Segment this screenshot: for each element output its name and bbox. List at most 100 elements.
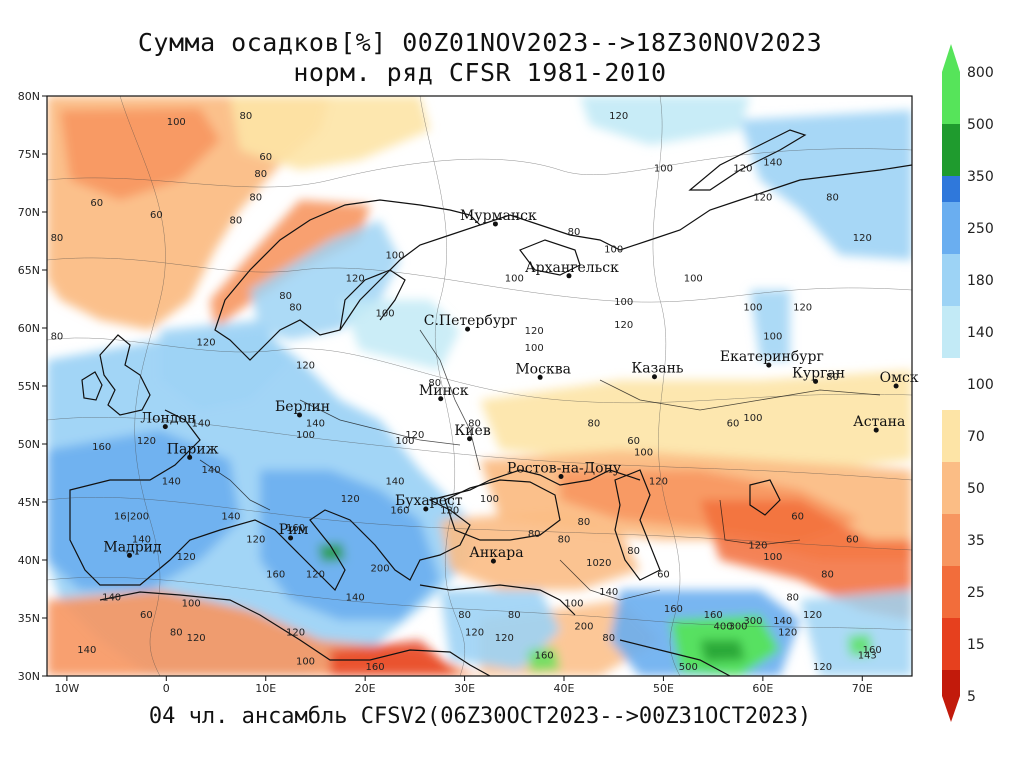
lon-tick-label: 10E bbox=[255, 682, 276, 695]
contour-label: 100 bbox=[763, 552, 782, 563]
city-label: Киев bbox=[454, 423, 490, 439]
contour-label: 160 bbox=[390, 506, 409, 517]
lat-tick-label: 40N bbox=[18, 554, 40, 567]
city-dot bbox=[492, 221, 498, 227]
contour-label: 120 bbox=[748, 540, 767, 551]
coast-aral bbox=[749, 479, 781, 516]
ensemble-footer: 04 чл. ансамбль CFSV2(06Z30OCT2023-->00Z… bbox=[148, 704, 812, 729]
contour-label: 80 bbox=[578, 517, 591, 528]
contour-label: 160 bbox=[366, 662, 385, 673]
contour-label: 100 bbox=[182, 598, 201, 609]
contour-label: 120 bbox=[793, 303, 812, 314]
coast-ireland bbox=[81, 371, 103, 401]
lon-tick-label: 50E bbox=[653, 682, 674, 695]
isoline bbox=[47, 148, 912, 188]
contour-label: 160 bbox=[863, 645, 882, 656]
contour-label: 160 bbox=[704, 610, 723, 621]
contour-label: 120 bbox=[609, 111, 628, 122]
colorbar-tick-label: 350 bbox=[967, 169, 994, 185]
contour-label: 80 bbox=[528, 529, 541, 540]
lon-tick-label: 40E bbox=[554, 682, 575, 695]
contour-label: 140 bbox=[773, 616, 792, 627]
colorbar-segment bbox=[942, 254, 960, 306]
city-label: Анкара bbox=[469, 545, 523, 561]
contour-label: 140 bbox=[162, 477, 181, 488]
contour-label: 80 bbox=[428, 378, 441, 389]
contour-label: 120 bbox=[187, 633, 206, 644]
contour-label: 100 bbox=[505, 274, 524, 285]
contour-label: 120 bbox=[525, 326, 544, 337]
city-label: Архангельск bbox=[525, 260, 619, 276]
contour-label: 140 bbox=[77, 645, 96, 656]
lon-tick-label: 70E bbox=[852, 682, 873, 695]
lon-tick-label: 20E bbox=[355, 682, 376, 695]
contour-label: 80 bbox=[230, 216, 243, 227]
contour-label: 120 bbox=[495, 633, 514, 644]
contour-label: 60 bbox=[259, 152, 272, 163]
city-label: Казань bbox=[631, 361, 683, 377]
field-wet-iberia-france bbox=[47, 430, 240, 590]
colorbar-segment bbox=[942, 176, 960, 202]
contour-label: 200 bbox=[371, 564, 390, 575]
lat-tick-label: 50N bbox=[18, 438, 40, 451]
contour-label: 140 bbox=[306, 419, 325, 430]
colorbar-tick-label: 15 bbox=[967, 637, 985, 653]
colorbar-tick-label: 500 bbox=[967, 117, 994, 133]
contour-label: 80 bbox=[826, 372, 839, 383]
colorbar-segment bbox=[942, 566, 960, 618]
city-dot bbox=[423, 506, 429, 512]
contour-label: 60 bbox=[150, 210, 163, 221]
coast-scandinavia bbox=[214, 199, 482, 361]
contour-label: 120 bbox=[778, 627, 797, 638]
border bbox=[419, 329, 481, 471]
city-markers: Мурманск Архангельск С.Петербург Москва Каза… bbox=[103, 208, 919, 564]
city-dot bbox=[893, 383, 899, 389]
lat-tick-label: 35N bbox=[18, 612, 40, 625]
contour-label: 100 bbox=[634, 448, 653, 459]
chart-subtitle: норм. ряд CFSR 1981-2010 bbox=[293, 58, 667, 87]
contour-label: 200 bbox=[574, 622, 593, 633]
colorbar-tick-label: 35 bbox=[967, 533, 985, 549]
contour-label: 120 bbox=[177, 552, 196, 563]
colorbar-tick-label: 5 bbox=[967, 689, 976, 705]
lat-tick-label: 80N bbox=[18, 90, 40, 103]
city-dot bbox=[566, 273, 572, 279]
border bbox=[199, 459, 271, 511]
contour-label: 80 bbox=[508, 610, 521, 621]
contour-label: 80 bbox=[458, 610, 471, 621]
contour-label: 1020 bbox=[586, 558, 611, 569]
contour-label: 500 bbox=[679, 662, 698, 673]
contour-label: 80 bbox=[468, 419, 481, 430]
city-dot bbox=[187, 454, 193, 460]
colorbar-segment bbox=[942, 410, 960, 462]
contour-label: 143 bbox=[858, 651, 877, 662]
contour-label: 60 bbox=[846, 535, 859, 546]
lat-tick-label: 65N bbox=[18, 264, 40, 277]
chart-title: Сумма осадков[%] 00Z01NOV2023-->18Z30NOV… bbox=[137, 28, 823, 57]
city-dot bbox=[467, 436, 473, 442]
contour-label: 16|200 bbox=[114, 511, 149, 522]
contour-label: 300 bbox=[743, 616, 762, 627]
city-label: Ростов-на-Дону bbox=[507, 460, 622, 476]
contour-label: 400 bbox=[714, 622, 733, 633]
colorbar-segment bbox=[942, 514, 960, 566]
contour-label: 60 bbox=[791, 511, 804, 522]
colorbar-tick-label: 70 bbox=[967, 429, 985, 445]
contour-label: 100 bbox=[395, 436, 414, 447]
city-label: Мурманск bbox=[460, 208, 537, 224]
field-dry-central-asia bbox=[700, 500, 912, 620]
lat-tick-label: 75N bbox=[18, 148, 40, 161]
contour-label: 100 bbox=[525, 343, 544, 354]
contour-label: 140 bbox=[102, 593, 121, 604]
contour-label: 80 bbox=[826, 192, 839, 203]
contour-label: 160 bbox=[535, 651, 554, 662]
contour-label: 120 bbox=[649, 477, 668, 488]
contour-label: 160 bbox=[286, 523, 305, 534]
contour-label: 160 bbox=[92, 442, 111, 453]
contour-label: 120 bbox=[405, 430, 424, 441]
contour-label: 120 bbox=[341, 494, 360, 505]
city-dot bbox=[490, 558, 496, 564]
field-wet-italy-balkans bbox=[260, 470, 440, 620]
isoline bbox=[47, 257, 912, 303]
colorbar: 800 500 350 250 180 140 100 70 50 35 25 15 5 bbox=[942, 44, 994, 722]
